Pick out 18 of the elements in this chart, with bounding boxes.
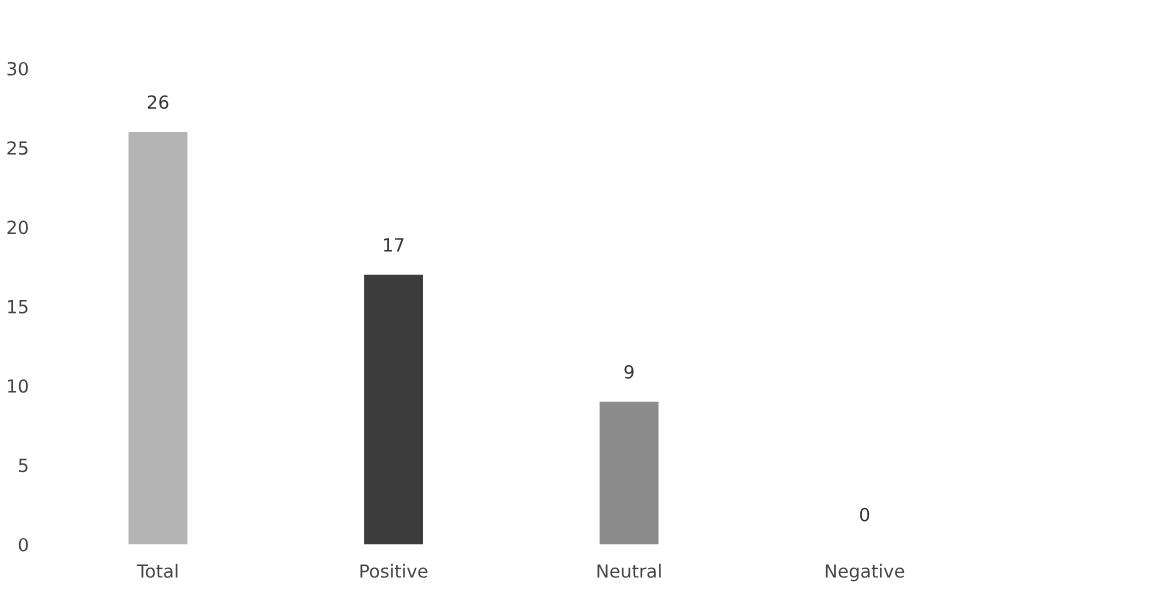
data-label: 17: [384, 238, 404, 252]
bar: [599, 401, 659, 545]
y-tick-label: 5: [19, 458, 28, 473]
y-tick-label: 20: [7, 220, 28, 235]
y-tick-label: 15: [8, 300, 28, 314]
x-tick-label: Total: [136, 563, 178, 578]
y-tick-label: 10: [8, 379, 28, 393]
x-tick-label: Neutral: [597, 563, 661, 578]
y-tick-label: 0: [18, 537, 28, 552]
data-label: 0: [860, 507, 870, 522]
bar: [364, 274, 423, 545]
bar: [128, 131, 188, 545]
x-tick-label: Negative: [825, 563, 905, 582]
data-label: 26: [147, 95, 169, 109]
x-tick-label: Positive: [360, 563, 428, 578]
y-tick-label: 30: [7, 61, 28, 76]
data-label: 9: [624, 365, 634, 379]
y-tick-label: 25: [7, 141, 28, 155]
